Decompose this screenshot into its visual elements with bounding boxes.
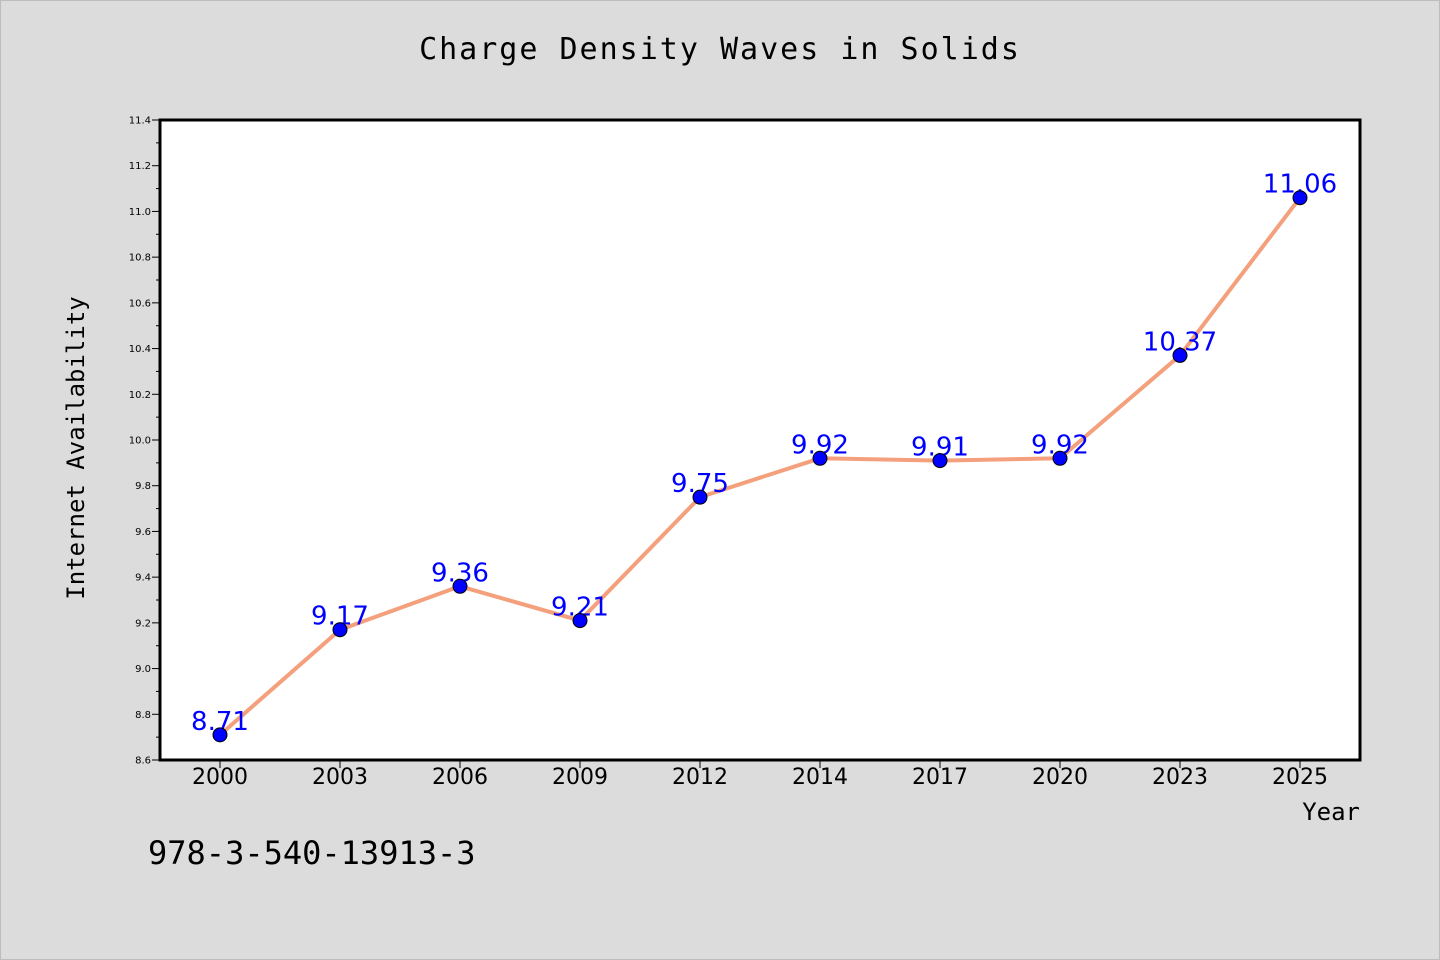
y-tick-label: 8.6 [135,756,151,767]
data-point [212,727,228,743]
y-tick-label: 10.6 [129,298,151,309]
y-tick-label: 10.0 [129,436,151,447]
x-tick-label: 2006 [432,765,488,790]
chart-title: Charge Density Waves in Solids [419,32,1021,67]
data-point [932,453,948,469]
y-tick-label: 8.8 [135,710,151,721]
y-tick-label: 11.0 [129,207,151,218]
y-tick-label: 11.2 [129,161,151,172]
data-point [572,613,588,629]
y-tick-label: 9.8 [135,481,151,492]
plot-border [158,118,1362,762]
data-point [1052,450,1068,466]
footer-code: 978-3-540-13913-3 [148,834,476,872]
y-tick-label: 10.4 [129,344,151,355]
x-axis: 2000 2003 2006 2009 2012 2014 2017 2020 2023 2025 [192,760,1328,790]
x-tick-label: 2023 [1152,765,1208,790]
x-tick-label: 2017 [912,765,968,790]
series-line [218,196,1302,737]
data-point [1292,190,1308,206]
data-point [452,578,468,594]
x-tick-label: 2003 [312,765,368,790]
y-axis: 8.6 8.8 9.0 9.2 9.4 9.6 9.8 10.0 10.2 10.4 10.6 10.… [129,116,160,767]
x-tick-label: 2025 [1272,765,1328,790]
y-tick-label: 9.6 [135,527,151,538]
y-tick-label: 10.2 [129,390,151,401]
data-point [812,450,828,466]
x-tick-label: 2020 [1032,765,1088,790]
y-axis-title: Internet Availability [62,296,90,599]
y-tick-label: 11.4 [129,116,151,127]
series-layer: 8.719.179.369.219.759.92 9.91 9.9210.3711.… [191,170,1337,743]
x-tick-label: 2000 [192,765,248,790]
x-tick-label: 2012 [672,765,728,790]
x-tick-label: 2009 [552,765,608,790]
x-axis-title: Year [1302,798,1360,826]
data-point [1172,347,1188,363]
data-point [332,622,348,638]
y-tick-label: 9.2 [135,618,151,629]
y-tick-label: 9.4 [135,573,151,584]
y-tick-label: 10.8 [129,253,151,264]
y-tick-label: 9.0 [135,664,151,675]
x-tick-label: 2014 [792,765,848,790]
data-point [692,489,708,505]
plot-area [160,120,1360,760]
